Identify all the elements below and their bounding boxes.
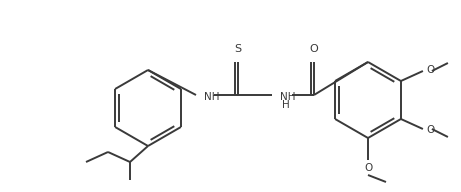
Text: NH: NH — [280, 92, 296, 102]
Text: O: O — [364, 163, 372, 173]
Text: O: O — [426, 125, 434, 135]
Text: H: H — [282, 100, 290, 110]
Text: O: O — [426, 65, 434, 75]
Text: NH: NH — [204, 92, 219, 102]
Text: O: O — [310, 44, 319, 54]
Text: S: S — [235, 44, 242, 54]
